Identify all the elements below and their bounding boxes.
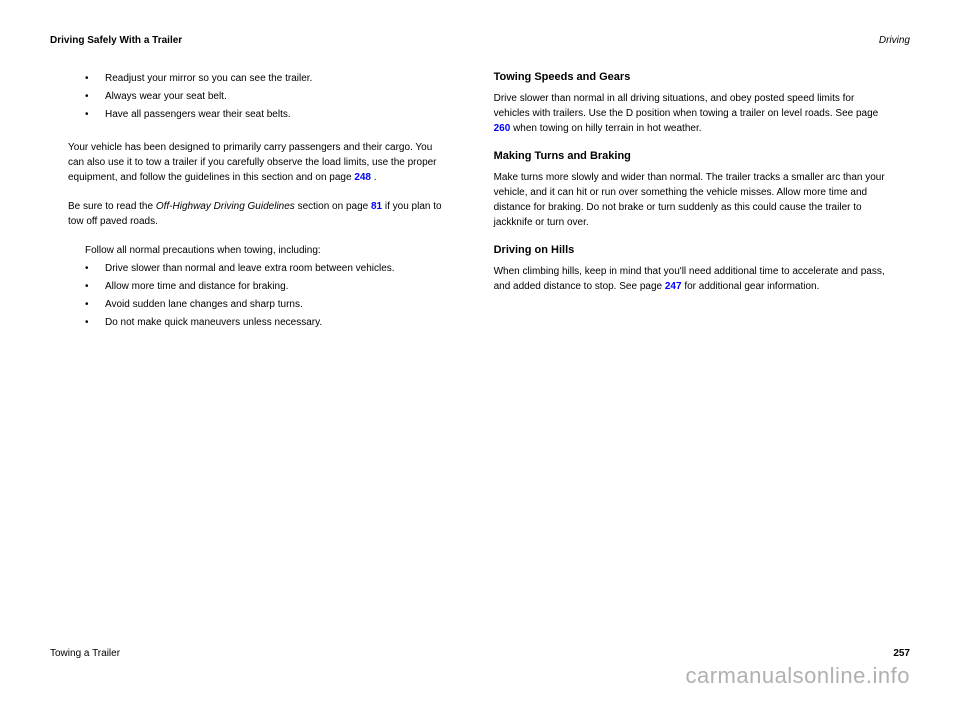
bullet-marker: • xyxy=(85,89,105,104)
page-footer: Towing a Trailer 257 xyxy=(50,648,910,659)
paragraph: Make turns more slowly and wider than no… xyxy=(494,170,889,230)
document-page: Driving Safely With a Trailer Driving • … xyxy=(0,0,960,714)
paragraph: When climbing hills, keep in mind that y… xyxy=(494,264,889,294)
bullet-text: Drive slower than normal and leave extra… xyxy=(105,261,446,276)
para-text: Be sure to read the xyxy=(68,201,156,212)
para-text: section on page xyxy=(298,201,371,212)
bullet-marker: • xyxy=(85,261,105,276)
bullet-text: Readjust your mirror so you can see the … xyxy=(105,71,446,86)
bullet-item: Follow all normal precautions when towin… xyxy=(85,243,446,258)
paragraph: Your vehicle has been designed to primar… xyxy=(68,140,446,185)
page-header: Driving Safely With a Trailer Driving xyxy=(50,35,910,46)
bullet-item: • Readjust your mirror so you can see th… xyxy=(85,71,446,86)
para-text: Your vehicle has been designed to primar… xyxy=(68,142,437,183)
section-header: Driving on Hills xyxy=(494,244,889,256)
page-reference-link[interactable]: 247 xyxy=(665,281,682,292)
bullet-text: Allow more time and distance for braking… xyxy=(105,279,446,294)
watermark: carmanualsonline.info xyxy=(685,663,910,689)
paragraph: Be sure to read the Off-Highway Driving … xyxy=(68,199,446,229)
bullet-group-1: • Readjust your mirror so you can see th… xyxy=(85,71,446,122)
para-text: . xyxy=(374,172,377,183)
page-reference-link[interactable]: 260 xyxy=(494,123,511,134)
content-columns: • Readjust your mirror so you can see th… xyxy=(50,71,910,348)
para-text: when towing on hilly terrain in hot weat… xyxy=(513,123,701,134)
bullet-item: • Do not make quick maneuvers unless nec… xyxy=(85,315,446,330)
bullet-marker: • xyxy=(85,315,105,330)
bullet-marker: • xyxy=(85,107,105,122)
bullet-item: • Have all passengers wear their seat be… xyxy=(85,107,446,122)
bullet-group-2: Follow all normal precautions when towin… xyxy=(85,243,446,330)
section-header: Towing Speeds and Gears xyxy=(494,71,889,83)
section-header: Making Turns and Braking xyxy=(494,150,889,162)
para-emphasis: Off-Highway Driving Guidelines xyxy=(156,201,295,212)
bullet-marker: • xyxy=(85,71,105,86)
bullet-text: Do not make quick maneuvers unless neces… xyxy=(105,315,446,330)
bullet-marker: • xyxy=(85,297,105,312)
bullet-item: • Drive slower than normal and leave ext… xyxy=(85,261,446,276)
bullet-text: Always wear your seat belt. xyxy=(105,89,446,104)
page-reference-link[interactable]: 81 xyxy=(371,201,382,212)
right-column: Towing Speeds and Gears Drive slower tha… xyxy=(476,71,889,348)
header-left: Driving Safely With a Trailer xyxy=(50,35,182,46)
left-column: • Readjust your mirror so you can see th… xyxy=(50,71,446,348)
bullet-text: Have all passengers wear their seat belt… xyxy=(105,107,446,122)
bullet-item: • Always wear your seat belt. xyxy=(85,89,446,104)
para-text: for additional gear information. xyxy=(684,281,819,292)
bullet-text: Follow all normal precautions when towin… xyxy=(85,243,446,258)
footer-title: Towing a Trailer xyxy=(50,648,120,659)
bullet-item: • Avoid sudden lane changes and sharp tu… xyxy=(85,297,446,312)
page-reference-link[interactable]: 248 xyxy=(354,172,371,183)
page-number: 257 xyxy=(893,648,910,659)
para-text: Make turns more slowly and wider than no… xyxy=(494,172,885,228)
paragraph: Drive slower than normal in all driving … xyxy=(494,91,889,136)
header-right: Driving xyxy=(879,35,910,46)
para-text: Drive slower than normal in all driving … xyxy=(494,93,879,119)
bullet-item: • Allow more time and distance for braki… xyxy=(85,279,446,294)
bullet-marker: • xyxy=(85,279,105,294)
bullet-text: Avoid sudden lane changes and sharp turn… xyxy=(105,297,446,312)
